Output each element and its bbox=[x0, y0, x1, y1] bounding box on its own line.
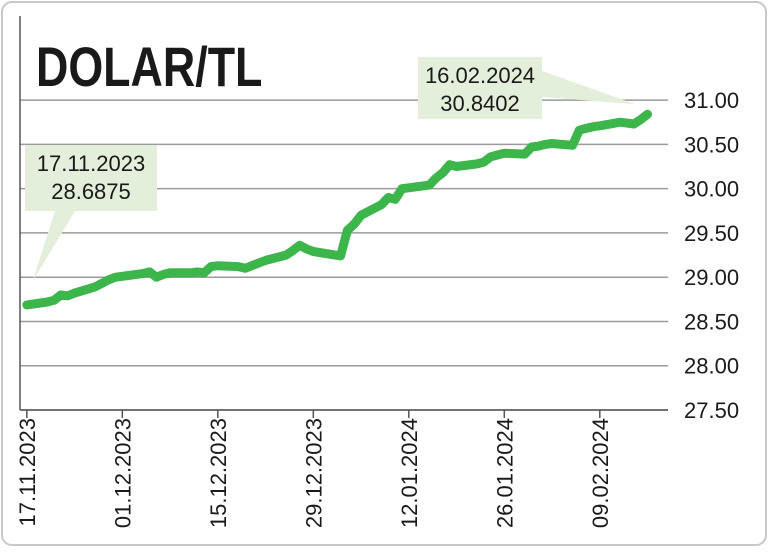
y-tick-label: 28.50 bbox=[684, 309, 739, 334]
x-tick-label: 26.01.2024 bbox=[492, 418, 517, 528]
x-tick-label: 09.02.2024 bbox=[588, 418, 613, 528]
annotation-pointer bbox=[542, 71, 636, 105]
y-tick-label: 28.00 bbox=[684, 354, 739, 379]
annotation-box bbox=[418, 57, 542, 119]
x-tick-label: 12.01.2024 bbox=[397, 418, 422, 528]
y-tick-label: 31.00 bbox=[684, 88, 739, 113]
line-series bbox=[22, 109, 652, 310]
y-tick-label: 30.00 bbox=[684, 177, 739, 202]
x-tick-label: 01.12.2023 bbox=[110, 418, 135, 528]
x-tick-label: 17.11.2023 bbox=[15, 418, 40, 526]
x-tick-label: 15.12.2023 bbox=[206, 418, 231, 528]
annotation-label: 16.02.2024 bbox=[425, 63, 535, 88]
annotation-value: 28.6875 bbox=[51, 179, 131, 204]
y-tick-label: 27.50 bbox=[684, 398, 739, 423]
annotation-pointer bbox=[32, 211, 75, 281]
x-tick-label: 29.12.2023 bbox=[301, 418, 326, 528]
y-tick-label: 29.00 bbox=[684, 265, 739, 290]
y-tick-label: 29.50 bbox=[684, 221, 739, 246]
annotation-value: 30.8402 bbox=[440, 91, 520, 116]
y-tick-label: 30.50 bbox=[684, 132, 739, 157]
annotation-label: 17.11.2023 bbox=[37, 151, 145, 176]
chart-title: DOLAR/TL bbox=[36, 35, 262, 98]
annotation-box bbox=[25, 145, 157, 211]
